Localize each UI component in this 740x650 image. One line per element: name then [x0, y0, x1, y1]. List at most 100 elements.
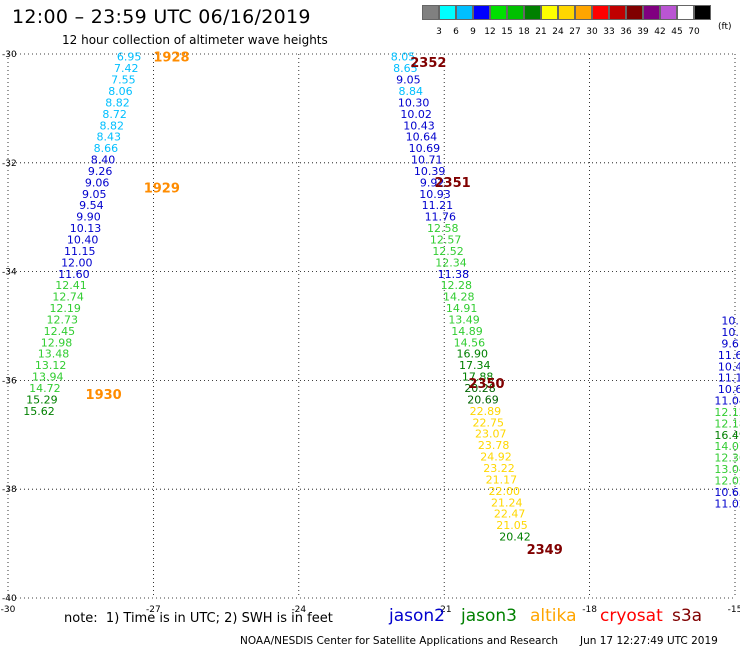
wave-height-value: 6.95 [117, 51, 142, 64]
wave-height-value: 14.07 [714, 440, 740, 453]
wave-height-value: 21.17 [486, 473, 518, 486]
wave-height-value: 23.78 [478, 439, 510, 452]
color-swatch [507, 5, 524, 20]
wave-height-value: 10.65 [714, 486, 740, 499]
color-swatch [456, 5, 473, 20]
track-time-label: 1929 [144, 181, 180, 196]
wave-height-value: 12.00 [61, 256, 93, 269]
wave-height-value: 12.41 [55, 279, 87, 292]
x-tick-label: -30 [1, 605, 16, 615]
wave-height-value: 14.72 [29, 382, 61, 395]
legend-jason2: jason2 [389, 606, 445, 626]
wave-height-value: 10.13 [70, 222, 102, 235]
wave-height-value: 8.06 [108, 85, 133, 98]
wave-height-value: 12.73 [47, 313, 79, 326]
wave-height-value: 8.43 [97, 131, 122, 144]
color-scale-label: 18 [518, 27, 530, 37]
color-swatch [592, 5, 609, 20]
legend-altika: altika [530, 606, 577, 626]
x-tick-label: -24 [291, 605, 306, 615]
wave-height-value: 17.88 [462, 371, 494, 384]
wave-height-value: 11.60 [58, 268, 90, 281]
wave-height-value: 8.82 [105, 96, 130, 109]
wave-height-value: 17.34 [459, 359, 491, 372]
wave-height-value: 9.90 [76, 211, 101, 224]
wave-height-value: 11.38 [438, 268, 470, 281]
wave-height-value: 10.40 [67, 234, 99, 247]
color-scale-label: 21 [535, 27, 547, 37]
track-time-label: 2349 [527, 543, 563, 558]
color-swatch [609, 5, 626, 20]
wave-height-value: 10.6 [718, 383, 740, 396]
color-scale-label: 42 [654, 27, 666, 37]
wave-height-value: 11.21 [422, 199, 454, 212]
wave-height-value: 23.07 [475, 428, 507, 441]
color-scale-label: 30 [586, 27, 598, 37]
wave-height-value: 12.36 [714, 452, 740, 465]
wave-height-value: 12.12 [714, 406, 740, 419]
x-tick-label: -27 [146, 605, 161, 615]
wave-height-value: 8.65 [393, 62, 418, 75]
wave-height-value: 9.54 [79, 199, 104, 212]
wave-height-value: 20.69 [467, 393, 499, 406]
wave-height-value: 12.19 [49, 302, 81, 315]
wave-height-value: 8.40 [91, 154, 116, 167]
x-tick-label: -18 [582, 605, 597, 615]
wave-height-value: 12.57 [430, 234, 462, 247]
wave-height-value: 12.98 [41, 336, 73, 349]
wave-height-value: 11.02 [714, 497, 740, 510]
legend-jason3: jason3 [461, 606, 517, 626]
x-tick-label: -21 [437, 605, 452, 615]
color-scale-label: 24 [552, 27, 564, 37]
wave-height-value: 20.28 [464, 382, 496, 395]
color-scale-label: 27 [569, 27, 581, 37]
y-tick-label: -30 [2, 50, 17, 60]
wave-height-value: 14.89 [451, 325, 483, 338]
wave-height-value: 12.28 [441, 279, 473, 292]
track-time-label: 2351 [435, 176, 471, 191]
wave-height-value: 22.75 [473, 416, 505, 429]
color-scale-label: 39 [637, 27, 649, 37]
color-swatch [558, 5, 575, 20]
color-swatch [575, 5, 592, 20]
y-tick-label: -36 [2, 376, 17, 386]
y-tick-label: -34 [2, 268, 17, 278]
wave-height-value: 14.28 [443, 291, 475, 304]
wave-height-value: 21.24 [491, 496, 523, 509]
wave-height-value: 12.18 [714, 417, 740, 430]
wave-height-value: 13.04 [714, 463, 740, 476]
wave-height-value: 8.66 [94, 142, 119, 155]
legend-note: note: 1) Time is in UTC; 2) SWH is in fe… [64, 611, 333, 626]
wave-height-value: 22.00 [489, 485, 521, 498]
wave-height-value: 13.94 [32, 371, 64, 384]
color-swatch [541, 5, 558, 20]
wave-height-value: 24.92 [480, 451, 512, 464]
wave-height-value: 9.05 [396, 74, 421, 87]
wave-height-value: 9.06 [85, 176, 110, 189]
wave-height-value: 10.69 [409, 142, 441, 155]
track-time-label: 2352 [410, 56, 446, 71]
wave-height-value: 11.76 [425, 211, 457, 224]
wave-height-value: 12.02 [714, 474, 740, 487]
wave-height-value: 11.04 [714, 395, 740, 408]
wave-height-value: 13.48 [38, 348, 70, 361]
track-time-label: 1930 [86, 388, 122, 403]
wave-height-value: 22.47 [494, 508, 526, 521]
wave-height-value: 8.72 [102, 108, 127, 121]
wave-height-value: 13.49 [448, 313, 480, 326]
wave-height-value: 12.34 [435, 256, 467, 269]
color-scale-label: 12 [484, 27, 496, 37]
wave-height-value: 21.05 [496, 519, 528, 532]
track-time-label: 1928 [153, 51, 189, 66]
footer-timestamp: Jun 17 12:27:49 UTC 2019 [580, 635, 718, 647]
wave-height-value: 10.64 [406, 131, 438, 144]
color-swatch [473, 5, 490, 20]
wave-height-value: 10.30 [398, 96, 430, 109]
wave-height-value: 14.56 [454, 336, 486, 349]
color-scale-label: 36 [620, 27, 632, 37]
wave-height-value: 10.71 [411, 154, 443, 167]
color-scale-unit: (ft) [718, 22, 732, 32]
wave-height-value: 9.92 [420, 176, 445, 189]
wave-height-value: 14.91 [446, 302, 478, 315]
